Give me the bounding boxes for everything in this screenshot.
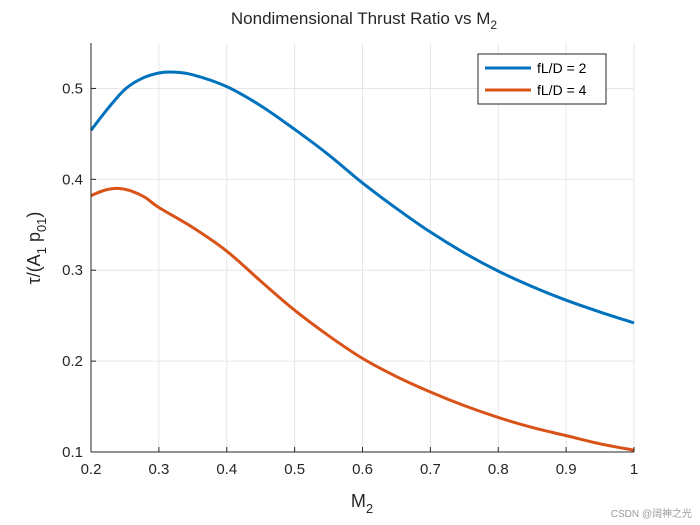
axes xyxy=(90,43,635,453)
chart-title-subscript: 2 xyxy=(490,18,497,32)
y-tick-label-4: 0.5 xyxy=(62,80,83,97)
watermark: CSDN @阔神之光 xyxy=(611,507,692,520)
series-line-1 xyxy=(89,70,635,325)
x-tick-label-5: 0.7 xyxy=(420,461,441,478)
y-tick-label-3: 0.4 xyxy=(62,171,83,188)
x-tick-label-4: 0.6 xyxy=(352,461,373,478)
y-axis-label-part-1: τ/(A xyxy=(24,254,44,284)
y-axis-label-part-2: p xyxy=(24,232,44,247)
series-line-2 xyxy=(90,186,635,452)
chart-title-main: Nondimensional Thrust Ratio vs M xyxy=(231,9,491,28)
y-axis-label: τ/(A1 p01) xyxy=(24,212,49,285)
x-tick-label-6: 0.8 xyxy=(488,461,509,478)
x-axis-label-main: M xyxy=(351,491,366,511)
y-axis-label-part-3: ) xyxy=(24,212,44,218)
x-tick-label-1: 0.3 xyxy=(148,461,169,478)
x-axis-label-subscript: 2 xyxy=(366,501,373,516)
x-axis-label: M2 xyxy=(351,491,373,516)
chart-title: Nondimensional Thrust Ratio vs M2 xyxy=(231,9,498,32)
x-tick-label-2: 0.4 xyxy=(216,461,237,478)
y-axis-label-subscript-2: 01 xyxy=(34,218,49,232)
legend: fL/D = 2 fL/D = 4 xyxy=(477,53,607,105)
tick-labels: 0.2 0.3 0.4 0.5 0.6 0.7 0.8 0.9 10.10.20.30.40.5 xyxy=(62,80,638,478)
x-tick-label-0: 0.2 xyxy=(81,461,102,478)
x-tick-label-8: 1 xyxy=(630,461,638,478)
x-tick-label-3: 0.5 xyxy=(284,461,305,478)
legend-box xyxy=(477,53,607,105)
legend-label-series-2: fL/D = 4 xyxy=(537,82,587,98)
series-layer xyxy=(89,70,635,452)
y-tick-label-1: 0.2 xyxy=(62,353,83,370)
y-axis-label-subscript-1: 1 xyxy=(34,247,49,254)
x-tick-label-7: 0.9 xyxy=(556,461,577,478)
legend-label-series-1: fL/D = 2 xyxy=(537,60,587,76)
y-tick-label-2: 0.3 xyxy=(62,262,83,279)
y-tick-label-0: 0.1 xyxy=(62,444,83,461)
